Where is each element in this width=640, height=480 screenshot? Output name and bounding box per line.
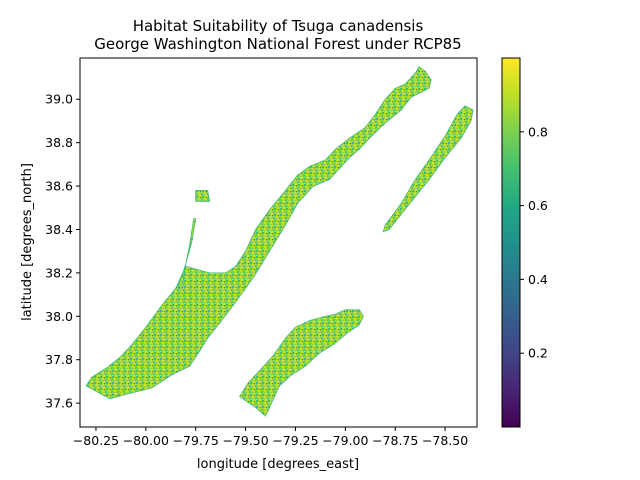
y-axis-ticks: 37.6 37.8 38.0 38.2 38.4 38.6 38.8 39.0 [45, 92, 80, 411]
map-region-western-patch [195, 189, 211, 202]
y-axis-label: latitude [degrees_north] [20, 163, 35, 321]
colorbar-tick-label: 0.4 [528, 272, 548, 287]
chart-title-line1: Habitat Suitability of Tsuga canadensis [133, 17, 424, 35]
plot-frame [79, 57, 478, 428]
x-tick-label: −79.00 [322, 433, 368, 448]
x-tick-label: −78.75 [372, 433, 418, 448]
chart-title-line2: George Washington National Forest under … [94, 35, 461, 53]
y-tick-label: 38.4 [45, 222, 73, 237]
x-tick-label: −80.25 [73, 433, 119, 448]
map-region-northern-section [85, 66, 432, 400]
x-tick-label: −80.00 [123, 433, 169, 448]
y-tick-label: 39.0 [45, 92, 73, 107]
colorbar-tick-label: 0.6 [528, 198, 548, 213]
x-axis-label: longitude [degrees_east] [197, 457, 359, 472]
x-tick-label: −79.75 [173, 433, 219, 448]
y-tick-label: 38.8 [45, 135, 73, 150]
map-region-northeastern-ridge [382, 105, 474, 233]
map-region-southern-section [239, 309, 364, 417]
x-tick-label: −79.25 [272, 433, 318, 448]
colorbar-tick-label: 0.8 [528, 124, 548, 139]
y-tick-label: 38.2 [45, 265, 73, 280]
colorbar [501, 57, 521, 428]
x-tick-label: −79.50 [222, 433, 268, 448]
map-regions [85, 66, 474, 417]
x-tick-label: −78.50 [422, 433, 468, 448]
y-tick-label: 37.6 [45, 396, 73, 411]
x-axis-ticks: −80.25 −80.00 −79.75 −79.50 −79.25 −79.00 −78.… [73, 427, 468, 448]
y-tick-label: 37.8 [45, 352, 73, 367]
y-tick-label: 38.0 [45, 309, 73, 324]
y-tick-label: 38.6 [45, 179, 73, 194]
map-region-western-tongue [177, 218, 197, 289]
colorbar-tick-label: 0.2 [528, 346, 548, 361]
colorbar-ticks: 0.2 0.4 0.6 0.8 [520, 124, 548, 361]
